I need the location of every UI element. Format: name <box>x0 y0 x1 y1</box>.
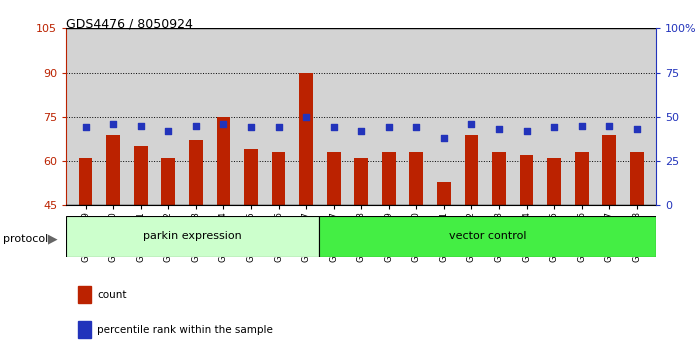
Text: parkin expression: parkin expression <box>143 231 242 241</box>
Point <box>604 123 615 129</box>
Bar <box>630 152 644 205</box>
Text: ▶: ▶ <box>47 233 57 245</box>
Bar <box>66 216 319 257</box>
Bar <box>437 182 451 205</box>
Bar <box>465 135 478 205</box>
Bar <box>78 286 91 303</box>
Bar <box>520 155 533 205</box>
Point <box>356 128 367 134</box>
Point <box>521 128 532 134</box>
Point <box>107 121 119 127</box>
Text: protocol: protocol <box>3 234 49 244</box>
Bar <box>319 216 656 257</box>
Bar <box>79 158 93 205</box>
Bar <box>244 149 258 205</box>
Bar <box>355 158 368 205</box>
Point <box>135 123 147 129</box>
Point <box>246 125 257 130</box>
Bar <box>106 135 120 205</box>
Point <box>191 123 202 129</box>
Bar <box>575 152 588 205</box>
Bar <box>78 321 91 338</box>
Bar <box>299 73 313 205</box>
Point <box>438 135 450 141</box>
Point <box>163 128 174 134</box>
Bar <box>327 152 341 205</box>
Text: percentile rank within the sample: percentile rank within the sample <box>97 325 273 335</box>
Point <box>328 125 339 130</box>
Bar <box>492 152 506 205</box>
Bar <box>216 117 230 205</box>
Point <box>576 123 587 129</box>
Bar <box>272 152 285 205</box>
Bar <box>410 152 423 205</box>
Bar <box>161 158 175 205</box>
Point <box>383 125 394 130</box>
Point <box>466 121 477 127</box>
Point <box>301 114 312 120</box>
Bar <box>547 158 561 205</box>
Bar <box>602 135 616 205</box>
Text: GDS4476 / 8050924: GDS4476 / 8050924 <box>66 18 193 31</box>
Point <box>493 126 505 132</box>
Text: count: count <box>97 290 126 300</box>
Point <box>631 126 642 132</box>
Text: vector control: vector control <box>449 231 526 241</box>
Point <box>80 125 91 130</box>
Point <box>218 121 229 127</box>
Point <box>410 125 422 130</box>
Bar <box>382 152 396 205</box>
Bar <box>134 146 147 205</box>
Bar <box>189 141 202 205</box>
Point <box>549 125 560 130</box>
Point <box>273 125 284 130</box>
